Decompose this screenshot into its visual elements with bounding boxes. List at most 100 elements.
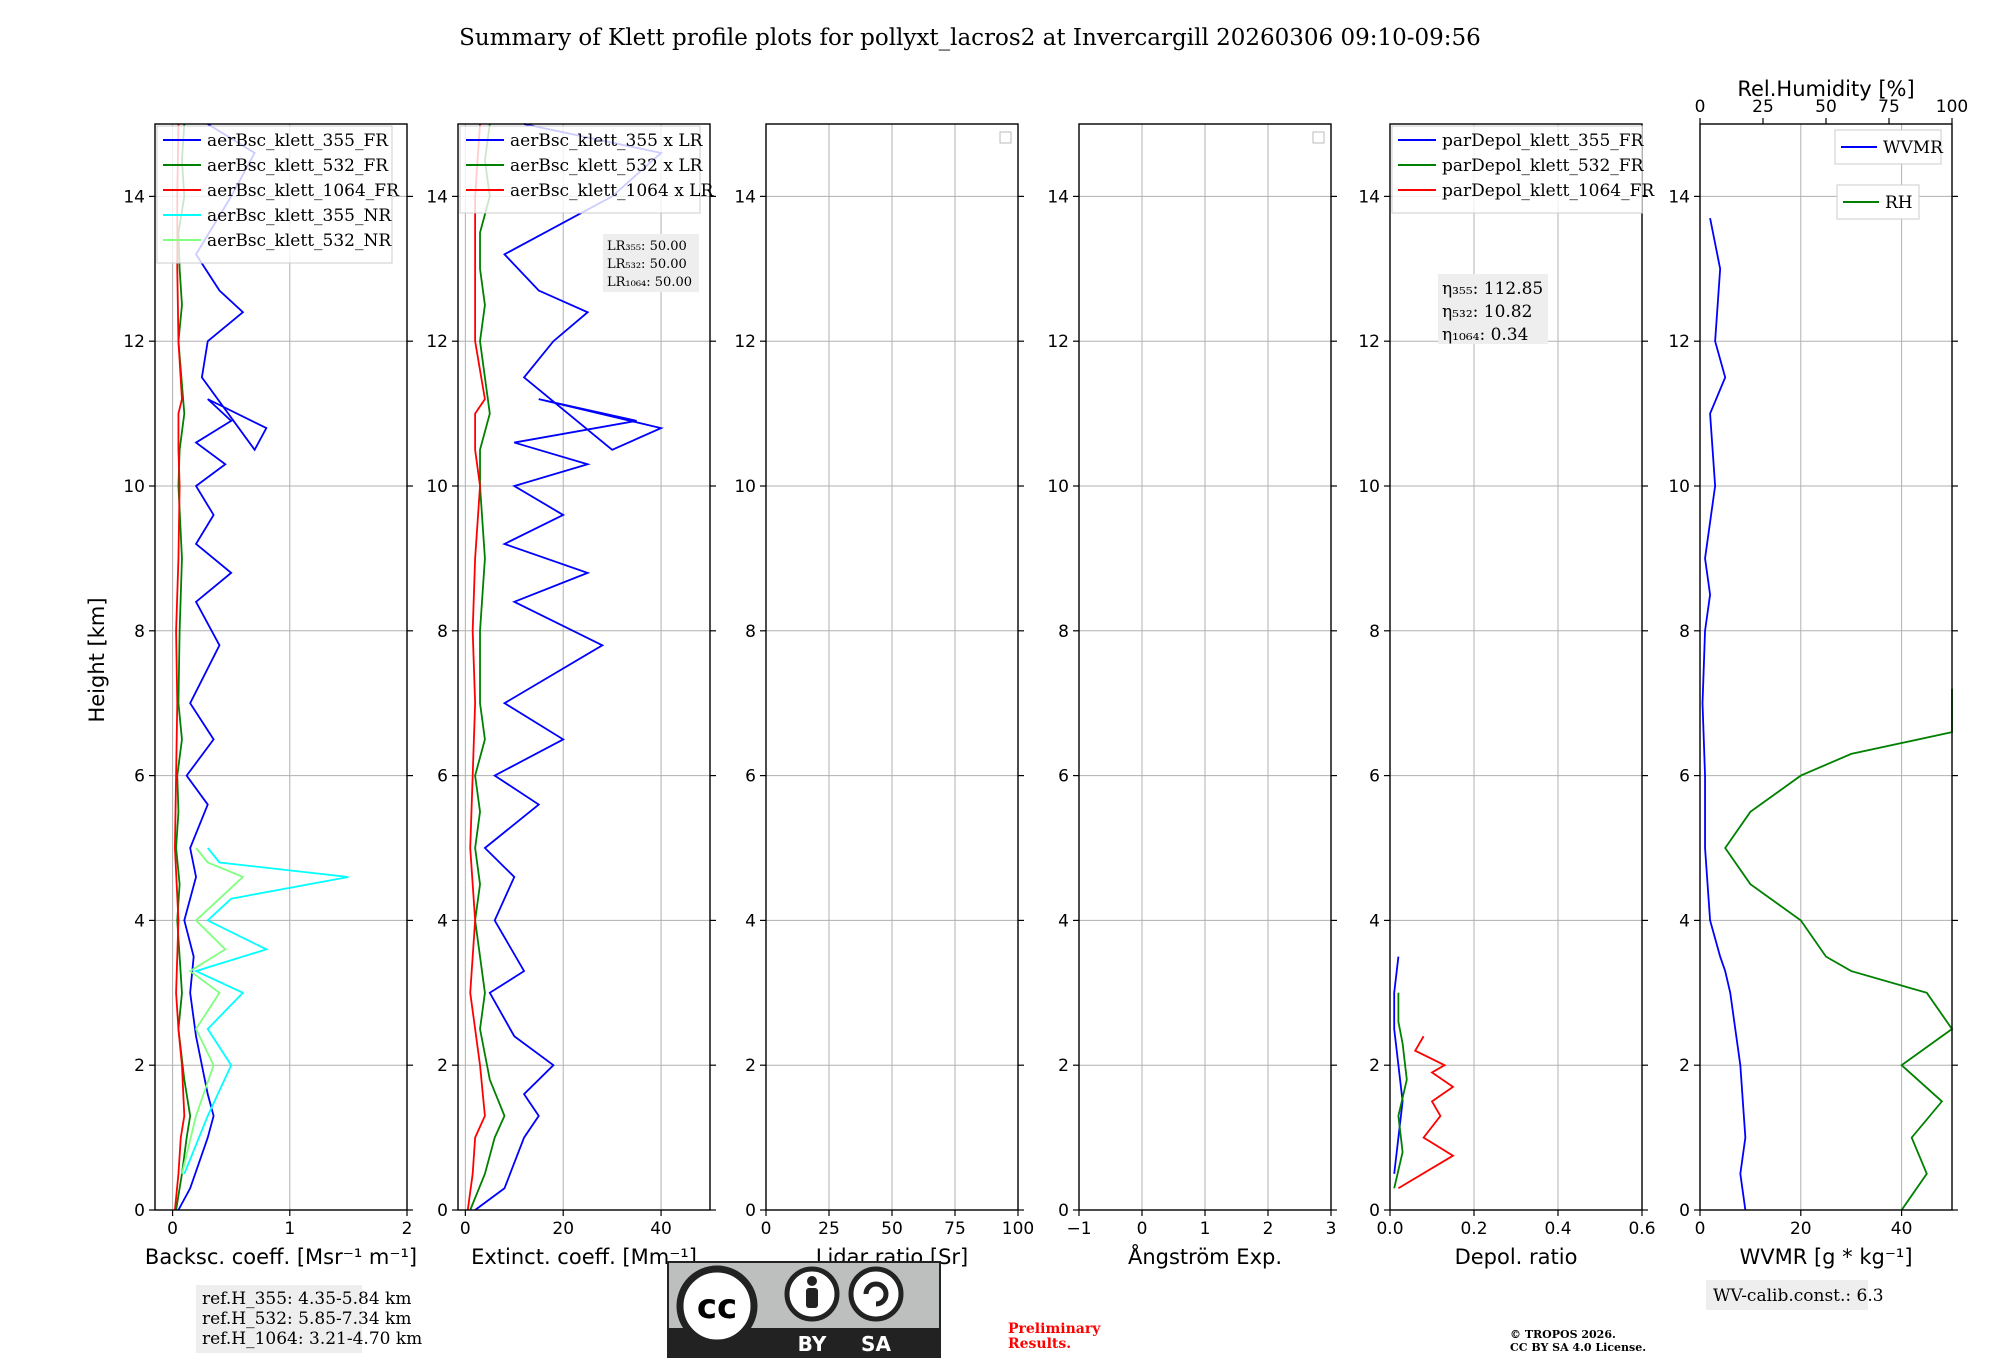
- y-tick-label: 12: [734, 332, 756, 352]
- y-tick-label: 12: [123, 332, 145, 352]
- x-tick-label: 0.0: [1376, 1219, 1403, 1239]
- plot-frame: [1078, 123, 1332, 1211]
- ref-height-label: ref.H_355: 4.35-5.84 km: [202, 1289, 411, 1309]
- eta-label: η₁₀₆₄: 0.34: [1442, 325, 1528, 345]
- cc-license-badge: cc BY SA: [667, 1261, 941, 1358]
- series-WVMR: [1701, 217, 1747, 1211]
- x-tick-label: −1: [1066, 1219, 1091, 1239]
- y-tick-label: 10: [1358, 477, 1380, 497]
- x-axis-label: WVMR [g * kg⁻¹]: [1739, 1245, 1912, 1269]
- y-tick-label: 0: [745, 1201, 756, 1221]
- y-tick-label: 10: [1047, 477, 1069, 497]
- x-tick-label: 3: [1326, 1219, 1337, 1239]
- lidar-ratio-label: LR₅₃₂: 50.00: [607, 257, 687, 272]
- y-tick-label: 4: [745, 911, 756, 931]
- ref-height-label: ref.H_1064: 3.21-4.70 km: [202, 1329, 422, 1349]
- y-tick-label: 4: [1369, 911, 1380, 931]
- x-tick-label: 1: [1200, 1219, 1211, 1239]
- x-tick-label: 0.4: [1544, 1219, 1571, 1239]
- series-aerBsc_klett_532_FR: [175, 123, 192, 1211]
- by-label: BY: [798, 1332, 827, 1356]
- top-tick-label: 75: [1878, 97, 1900, 117]
- sa-circle-icon: [848, 1266, 904, 1322]
- x-tick-label: 1: [284, 1219, 295, 1239]
- series-aerBsc_klett_1064_FR: [174, 123, 186, 1211]
- legend-label: aerBsc_klett_532_FR: [207, 156, 389, 176]
- y-tick-label: 2: [437, 1056, 448, 1076]
- y-tick-label: 8: [134, 622, 145, 642]
- figure-title: Summary of Klett profile plots for polly…: [459, 25, 1481, 51]
- eta-box: [1438, 274, 1548, 344]
- legend-label: aerBsc_klett_355_FR: [207, 131, 389, 151]
- series-RH: [1724, 688, 1954, 1211]
- y-tick-label: 6: [1058, 767, 1069, 787]
- ref-height-label: ref.H_532: 5.85-7.34 km: [202, 1309, 411, 1329]
- y-tick-label: 14: [734, 187, 756, 207]
- calib-box: [1706, 1280, 1868, 1310]
- preliminary-text: Preliminary: [1008, 1321, 1101, 1337]
- y-tick-label: 2: [134, 1056, 145, 1076]
- legend-label-rh: RH: [1885, 193, 1913, 213]
- y-tick-label: 4: [1679, 911, 1690, 931]
- legend-label: aerBsc_klett_1064_FR: [207, 181, 400, 201]
- top-tick-label: 25: [1752, 97, 1774, 117]
- series-aerBsc_klett_355_NR: [183, 847, 349, 1175]
- y-tick-label: 4: [134, 911, 145, 931]
- series-aerBsc_klett_355_FR: [177, 123, 268, 1211]
- legend-label: parDepol_klett_1064_FR: [1442, 181, 1655, 201]
- x-tick-label: 2: [1263, 1219, 1274, 1239]
- y-tick-label: 14: [1358, 187, 1380, 207]
- plot-frame: [1389, 123, 1643, 1211]
- y-tick-label: 12: [1668, 332, 1690, 352]
- y-tick-label: 2: [745, 1056, 756, 1076]
- legend-label: aerBsc_klett_355 x LR: [510, 131, 704, 151]
- legend-label: parDepol_klett_532_FR: [1442, 156, 1645, 176]
- legend-label-wvmr: WVMR: [1883, 138, 1944, 158]
- y-tick-label: 10: [734, 477, 756, 497]
- legend-label: aerBsc_klett_532 x LR: [510, 156, 704, 176]
- legend-label: aerBsc_klett_532_NR: [207, 231, 392, 251]
- panel-depol: 0 2 4 6 8 10 12 14 0.0 0.2 0.4 0.6 Depol. ratio parDe…: [1358, 123, 1656, 1269]
- eta-label: η₅₃₂: 10.82: [1442, 302, 1532, 322]
- plot-frame: [765, 123, 1019, 1211]
- panel-extinction: 0 2 4 6 8 10 12 14 0 20 40 Extinct. coeff. [Mm⁻¹] ae…: [426, 123, 716, 1269]
- x-tick-label: 0.6: [1628, 1219, 1655, 1239]
- y-tick-label: 6: [437, 767, 448, 787]
- y-tick-label: 0: [1679, 1201, 1690, 1221]
- y-tick-label: 14: [1668, 187, 1690, 207]
- y-tick-label: 10: [123, 477, 145, 497]
- panel-wvmr_rh: 0 2 4 6 8 10 12 14 0 20 40 WVMR [g * kg⁻¹] WVMR RH 0 25…: [1668, 77, 1968, 1310]
- y-tick-label: 14: [426, 187, 448, 207]
- y-tick-label: 8: [437, 622, 448, 642]
- x-tick-label: 50: [881, 1219, 903, 1239]
- legend-label: aerBsc_klett_1064 x LR: [510, 181, 714, 201]
- y-tick-label: 12: [1358, 332, 1380, 352]
- license-text: CC BY SA 4.0 License.: [1510, 1341, 1646, 1354]
- x-tick-label: 100: [1002, 1219, 1034, 1239]
- top-tick-label: 100: [1936, 97, 1968, 117]
- plot-frame: [154, 123, 408, 1211]
- x-tick-label: 0: [460, 1219, 471, 1239]
- ref-height-box: [196, 1285, 362, 1353]
- lidar-ratio-label: LR₃₅₅: 50.00: [607, 239, 687, 254]
- y-tick-label: 2: [1679, 1056, 1690, 1076]
- lidar-ratio-box: [603, 234, 699, 292]
- legend-label: aerBsc_klett_355_NR: [207, 206, 392, 226]
- copyright-text: © TROPOS 2026.: [1510, 1328, 1616, 1341]
- top-tick-label: 50: [1815, 97, 1837, 117]
- x-tick-label: 25: [818, 1219, 840, 1239]
- x-tick-label: 0: [1695, 1219, 1706, 1239]
- y-tick-label: 6: [134, 767, 145, 787]
- y-tick-label: 12: [1047, 332, 1069, 352]
- y-tick-label: 4: [1058, 911, 1069, 931]
- calib-label: WV-calib.const.: 6.3: [1713, 1286, 1884, 1306]
- series-parDepol_klett_1064_FR: [1397, 1035, 1455, 1190]
- sa-label: SA: [861, 1332, 891, 1356]
- x-axis-label: Extinct. coeff. [Mm⁻¹]: [471, 1245, 697, 1269]
- y-tick-label: 10: [426, 477, 448, 497]
- series-parDepol_klett_355_FR: [1393, 956, 1404, 1174]
- x-tick-label: 20: [552, 1219, 574, 1239]
- x-tick-label: 0: [761, 1219, 772, 1239]
